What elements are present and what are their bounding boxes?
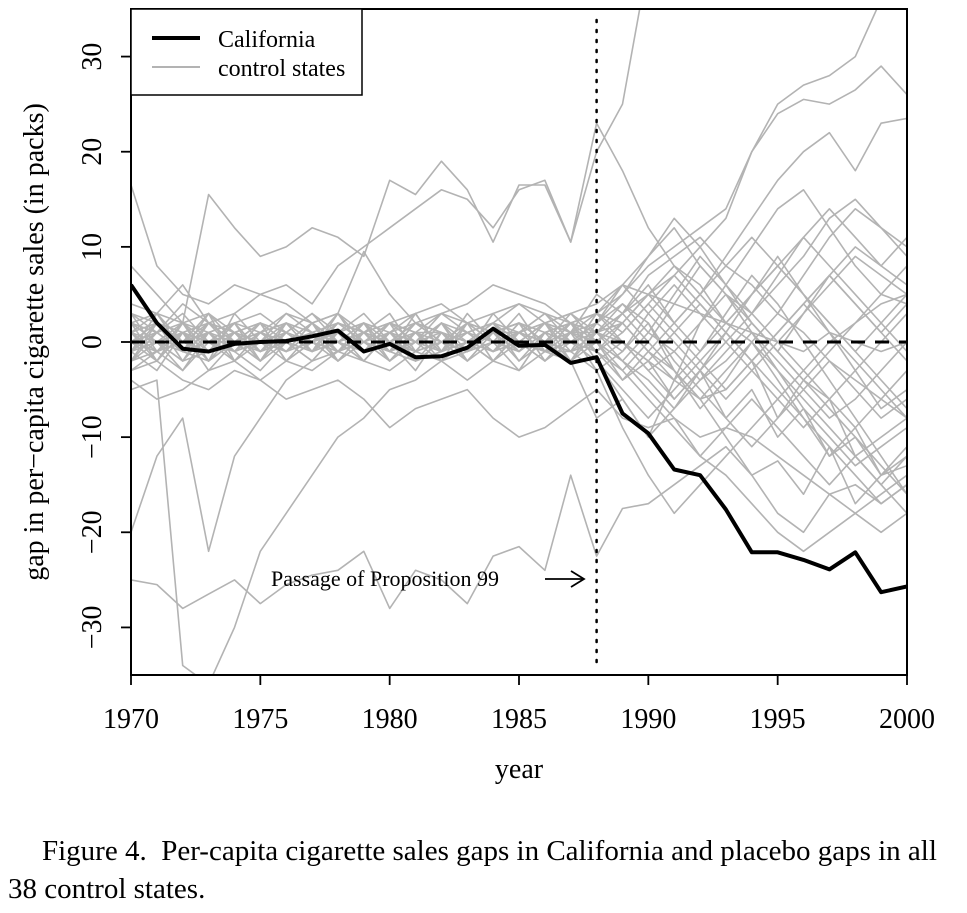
x-axis-label: year — [495, 754, 544, 785]
series-line-control-7 — [131, 122, 907, 477]
series-line-control-6 — [131, 250, 907, 458]
caption-text: Figure 4. Per-capita cigarette sales gap… — [8, 835, 937, 905]
series-line-control-36 — [131, 274, 907, 362]
x-tick-label: 1985 — [491, 704, 547, 735]
series-line-control-37 — [131, 322, 907, 495]
x-axis-ticks: 1970 1975 1980 1985 1990 1995 2000 — [103, 675, 935, 735]
annotation: Passage of Proposition 99 — [271, 566, 586, 591]
series-line-california — [131, 283, 907, 595]
annotation-text: Passage of Proposition 99 — [271, 566, 499, 591]
series-line-control-38 — [131, 265, 907, 410]
legend-box — [130, 8, 363, 96]
legend: California control states — [130, 8, 363, 96]
x-tick-label: 1990 — [620, 704, 676, 735]
y-tick-label: 10 — [77, 233, 108, 261]
y-tick-label: −20 — [77, 510, 108, 554]
y-tick-label: −10 — [77, 415, 108, 459]
x-tick-label: 2000 — [879, 704, 935, 735]
y-axis-ticks: −30 −20 −10 0 10 20 30 — [77, 43, 131, 650]
series-line-control-15 — [131, 117, 907, 362]
legend-label-treated: California — [218, 27, 316, 53]
series-line-control-8 — [131, 360, 907, 505]
figure-caption: Figure 4. Per-capita cigarette sales gap… — [8, 832, 963, 908]
series-line-control-33 — [131, 236, 907, 381]
series-line-control-20 — [131, 255, 907, 438]
series-line-control-5 — [131, 9, 641, 324]
chart: 1970 1975 1980 1985 1990 1995 2000 −30 −20 −10 0 1… — [19, 8, 935, 785]
treated-layer — [131, 283, 907, 595]
x-tick-label: 1970 — [103, 704, 159, 735]
series-line-control-2 — [131, 445, 907, 610]
x-tick-label: 1995 — [750, 704, 806, 735]
y-tick-label: 0 — [77, 335, 108, 349]
annotation-arrow-head — [570, 570, 586, 588]
series-line-control-1 — [131, 184, 907, 353]
y-tick-label: 30 — [77, 43, 108, 71]
x-tick-label: 1980 — [362, 704, 418, 735]
series-line-control-16 — [131, 312, 907, 553]
y-axis-label: gap in per−capita cigarette sales (in pa… — [19, 103, 50, 581]
x-tick-label: 1975 — [232, 704, 288, 735]
legend-label-controls: control states — [218, 56, 345, 82]
y-tick-label: 20 — [77, 138, 108, 166]
series-line-control-17 — [131, 208, 907, 410]
y-tick-label: −30 — [77, 606, 108, 650]
